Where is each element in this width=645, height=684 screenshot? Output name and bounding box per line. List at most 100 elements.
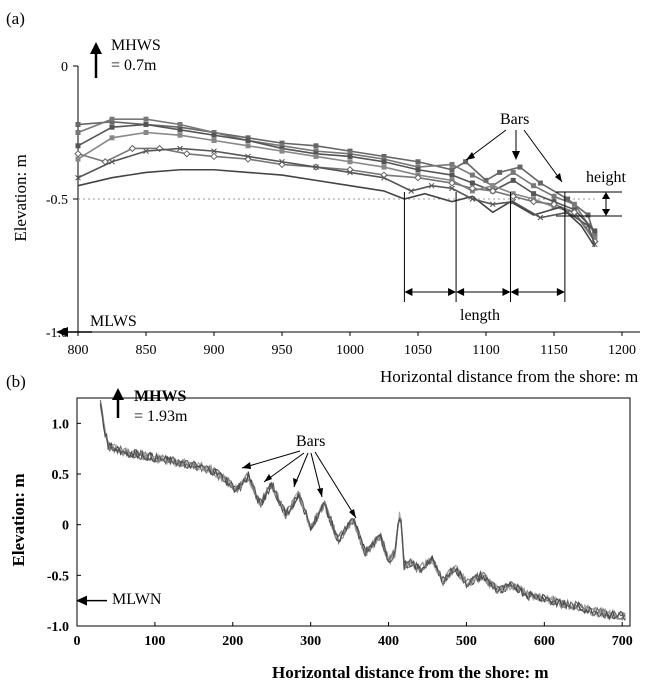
panel-b-ytick-label: 0 bbox=[62, 519, 69, 534]
length-arrow-left-icon bbox=[456, 288, 465, 296]
panel-a-point bbox=[408, 188, 415, 194]
panel-a-point bbox=[571, 201, 577, 207]
panel-a-point bbox=[347, 151, 353, 157]
panel-a-point bbox=[245, 135, 251, 141]
panel-b-xtick-label: 400 bbox=[378, 634, 399, 649]
panel-b-ytick-label: -0.5 bbox=[47, 569, 69, 584]
panel-a-point bbox=[279, 158, 285, 165]
panel-a-point bbox=[510, 177, 516, 183]
panel-a-point bbox=[531, 183, 537, 189]
panel-b-mlwn-label: MLWN bbox=[112, 591, 162, 608]
panel-a-point bbox=[109, 116, 115, 122]
panel-a-point bbox=[75, 174, 81, 181]
b-bars-head-icon-4 bbox=[317, 488, 323, 497]
panel-a-point bbox=[313, 164, 319, 170]
panel-b-mhws-value: = 1.93m bbox=[134, 408, 188, 425]
panel-a-point bbox=[489, 187, 497, 195]
panel-a-point bbox=[347, 169, 353, 176]
panel-b-xlabel: Horizontal distance from the shore: m bbox=[272, 663, 549, 682]
bars-arrow-head-icon-1 bbox=[466, 152, 475, 160]
panel-a-mlws-annotation: MLWS bbox=[56, 313, 137, 337]
panel-a-point bbox=[415, 164, 421, 170]
b-bars-head-icon-2 bbox=[264, 474, 272, 482]
panel-a-height-label: height bbox=[586, 169, 627, 186]
panel-a-point bbox=[381, 153, 387, 159]
panel-a-series-line-1 bbox=[77, 121, 596, 237]
panel-a-point bbox=[313, 148, 319, 154]
panel-b-ytick-label: 1.0 bbox=[52, 417, 70, 432]
panel-a-point bbox=[592, 231, 598, 237]
panel-a-point bbox=[537, 214, 544, 221]
panel-b-xtick-label: 300 bbox=[300, 634, 321, 649]
panel-b-series-line-3 bbox=[99, 400, 626, 622]
panel-a-point bbox=[469, 180, 475, 186]
panel-a-point bbox=[449, 167, 455, 173]
panel-a-point bbox=[592, 228, 598, 234]
panel-a-point bbox=[279, 143, 285, 149]
panel-a-point bbox=[449, 172, 455, 178]
panel-a-xtick-label: 850 bbox=[136, 343, 157, 358]
panel-a-series-group bbox=[74, 116, 599, 248]
panel-b-xtick-label: 100 bbox=[144, 634, 165, 649]
panel-a-ylabel: Elevation: m bbox=[11, 154, 30, 241]
panel-a-height-annotation: height bbox=[556, 169, 627, 217]
panel-a-point bbox=[585, 212, 591, 218]
panel-a-point bbox=[143, 130, 149, 135]
panel-a-point bbox=[497, 169, 503, 175]
panel-a-point bbox=[279, 148, 285, 154]
panel-b-bars-annotation: Bars bbox=[241, 433, 357, 519]
panel-b-series-line-1 bbox=[99, 403, 626, 621]
length-arrow-right-icon bbox=[502, 288, 511, 296]
panel-b-series-line-5 bbox=[99, 403, 626, 619]
panel-a-point bbox=[469, 196, 476, 202]
panel-a-point bbox=[210, 152, 218, 161]
panel-a-point bbox=[510, 198, 517, 205]
panel-a-point bbox=[347, 159, 353, 165]
panel-a-point bbox=[468, 184, 477, 193]
panel-b-series-line-4 bbox=[99, 406, 626, 620]
panel-a-point bbox=[483, 177, 489, 183]
panel-a-point bbox=[143, 122, 149, 128]
panel-a-point bbox=[211, 137, 217, 143]
panel-a-xtick-label: 1100 bbox=[472, 343, 499, 358]
panel-a-point bbox=[570, 208, 579, 217]
panel-a-point bbox=[128, 144, 137, 153]
panel-a-point bbox=[381, 174, 387, 181]
b-bars-head-icon-5 bbox=[349, 509, 356, 518]
panel-a-ytick-label: -0.5 bbox=[46, 193, 68, 208]
panel-a-point bbox=[585, 222, 591, 229]
panel-b-label: (b) bbox=[6, 372, 26, 391]
panel-a-ytick-label: 0 bbox=[61, 60, 68, 75]
panel-a-point bbox=[509, 192, 517, 201]
panel-a-mlws-label: MLWS bbox=[90, 313, 137, 330]
panel-a-series-line-2 bbox=[77, 118, 596, 235]
panel-a-point bbox=[177, 122, 183, 128]
panel-a-point bbox=[463, 159, 469, 165]
panel-a-xtick-label: 800 bbox=[68, 343, 89, 358]
panel-b-xtick-label: 700 bbox=[612, 634, 633, 649]
panel-a-point bbox=[517, 164, 523, 170]
panel-a-point bbox=[245, 153, 251, 160]
panel-a-x-ticks: 800 850 900 950 1000 1050 1100 1150 1200 bbox=[68, 332, 636, 358]
panel-b-x-ticks: 0 100 200 300 400 500 600 700 bbox=[74, 622, 633, 649]
panel-a-mhws-value: = 0.7m bbox=[111, 57, 157, 74]
mlws-arrow-head-icon bbox=[56, 327, 68, 337]
panel-a-point bbox=[415, 167, 421, 173]
height-arrow-down-icon bbox=[602, 209, 610, 216]
panel-a-point bbox=[551, 193, 557, 199]
panel-a-point bbox=[469, 172, 475, 178]
b-bars-pointer-1 bbox=[241, 450, 301, 469]
panel-a-point bbox=[347, 148, 353, 154]
panel-a-point bbox=[448, 179, 456, 187]
length-arrow-right-icon bbox=[448, 288, 457, 296]
panel-a-label: (a) bbox=[6, 9, 25, 28]
length-arrow-left-icon bbox=[404, 288, 413, 296]
panel-b-xtick-label: 500 bbox=[456, 634, 477, 649]
mlwn-arrow-head-icon bbox=[76, 595, 87, 606]
panel-a-point bbox=[313, 151, 319, 157]
b-bars-head-icon-1 bbox=[242, 462, 251, 469]
panel-a-point bbox=[183, 150, 191, 158]
panel-a-point bbox=[347, 153, 353, 159]
panel-b-xtick-label: 600 bbox=[534, 634, 555, 649]
